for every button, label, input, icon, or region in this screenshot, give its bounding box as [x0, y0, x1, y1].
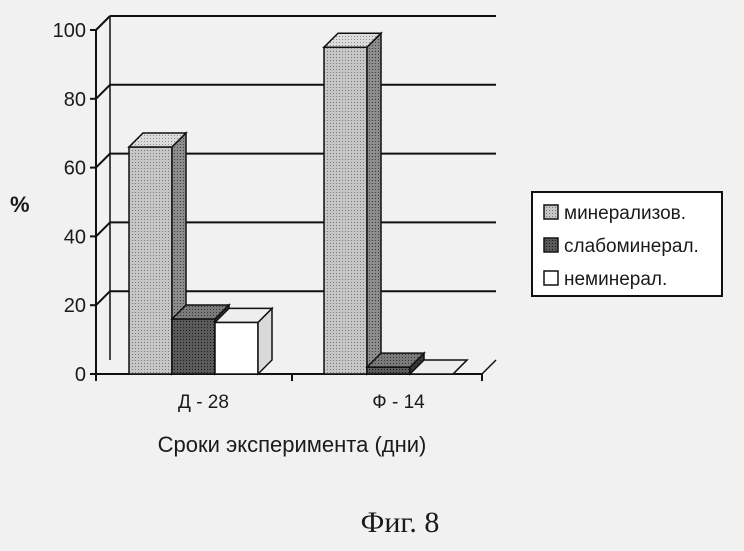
- y-tick-label: 80: [64, 89, 86, 111]
- y-axis-label: %: [10, 192, 30, 217]
- legend-swatch: [544, 238, 558, 252]
- bar-3-1: [215, 308, 272, 374]
- legend-swatch: [544, 205, 558, 219]
- legend-label: неминерал.: [564, 269, 667, 290]
- bar-side: [367, 33, 381, 374]
- y-tick-label: 20: [64, 295, 86, 317]
- x-tick-label: Ф - 14: [372, 392, 425, 413]
- legend-label: слабоминерал.: [564, 236, 699, 257]
- x-tick-label: Д - 28: [178, 392, 229, 413]
- bar-front: [324, 47, 367, 374]
- y-tick-labels: 0 20 40 60 80 100: [53, 20, 86, 386]
- legend: минерализов. слабоминерал. неминерал.: [532, 192, 722, 296]
- gridline-60: [96, 154, 110, 168]
- bar-front: [129, 147, 172, 374]
- y-tick-label: 60: [64, 158, 86, 180]
- floor-edge: [482, 360, 496, 374]
- x-tick-labels: Д - 28 Ф - 14: [178, 392, 425, 413]
- bar-front: [367, 367, 410, 374]
- legend-swatch: [544, 271, 558, 285]
- gridline-100: [96, 16, 110, 30]
- y-tick-label: 0: [75, 364, 86, 386]
- figure-caption: Фиг. 8: [361, 506, 440, 539]
- y-tick-label: 40: [64, 226, 86, 248]
- bar-1-2: [324, 33, 381, 374]
- gridline-80: [96, 85, 110, 99]
- gridline-40: [96, 222, 110, 236]
- gridline-20: [96, 291, 110, 305]
- legend-label: минерализов.: [564, 203, 686, 224]
- bar-front: [215, 322, 258, 374]
- y-tick-label: 100: [53, 20, 86, 42]
- x-axis-label: Сроки эксперимента (дни): [158, 432, 427, 457]
- bar-front: [172, 319, 215, 374]
